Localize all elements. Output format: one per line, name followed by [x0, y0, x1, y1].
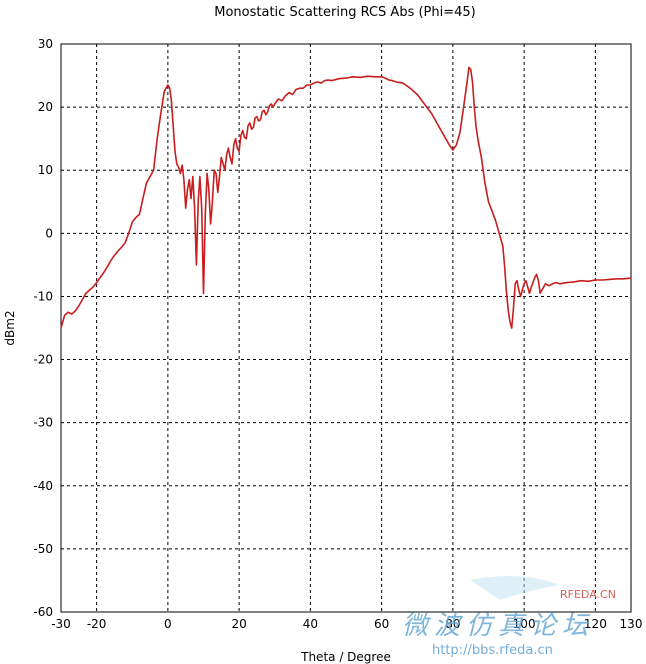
- x-tick-label: 20: [231, 617, 246, 631]
- series-layer: [60, 66, 632, 329]
- x-tick-label: 80: [445, 617, 460, 631]
- y-axis-label: dBm2: [3, 310, 17, 345]
- y-tick-label: -10: [33, 289, 53, 303]
- x-tick-label: 0: [164, 617, 172, 631]
- y-tick-label: 20: [38, 100, 53, 114]
- watermark-url: http://bbs.rfeda.cn: [432, 643, 553, 658]
- y-tick-label: 0: [45, 226, 53, 240]
- x-tick-label: 120: [584, 617, 607, 631]
- y-tick-label: -60: [33, 605, 53, 619]
- y-tick-label: -40: [33, 479, 53, 493]
- chart-title: Monostatic Scattering RCS Abs (Phi=45): [214, 5, 476, 20]
- grid: [61, 44, 631, 612]
- x-tick-label: 130: [620, 617, 643, 631]
- x-tick-label: 100: [513, 617, 536, 631]
- y-tick-label: -50: [33, 542, 53, 556]
- tick-labels: -30 -20 0 20 40 60 80 100 120 1303020100-10-20-30…: [33, 37, 642, 631]
- watermark-brand: RFEDA.CN: [560, 588, 616, 601]
- x-tick-label: -30: [51, 617, 71, 631]
- x-axis-label: Theta / Degree: [300, 650, 391, 664]
- y-tick-label: -30: [33, 416, 53, 430]
- watermark-cjk: 微波仿真论坛: [402, 611, 594, 641]
- plot-frame: [60, 43, 632, 613]
- x-tick-label: -20: [87, 617, 107, 631]
- rcs-series-line: [60, 66, 632, 329]
- bird-logo-icon: [470, 576, 560, 600]
- x-tick-label: 60: [374, 617, 389, 631]
- x-tick-label: 40: [303, 617, 318, 631]
- watermark: RFEDA.CN 微波仿真论坛 http://bbs.rfeda.cn: [402, 576, 616, 658]
- y-tick-label: -20: [33, 353, 53, 367]
- y-tick-label: 10: [38, 163, 53, 177]
- y-tick-label: 30: [38, 37, 53, 51]
